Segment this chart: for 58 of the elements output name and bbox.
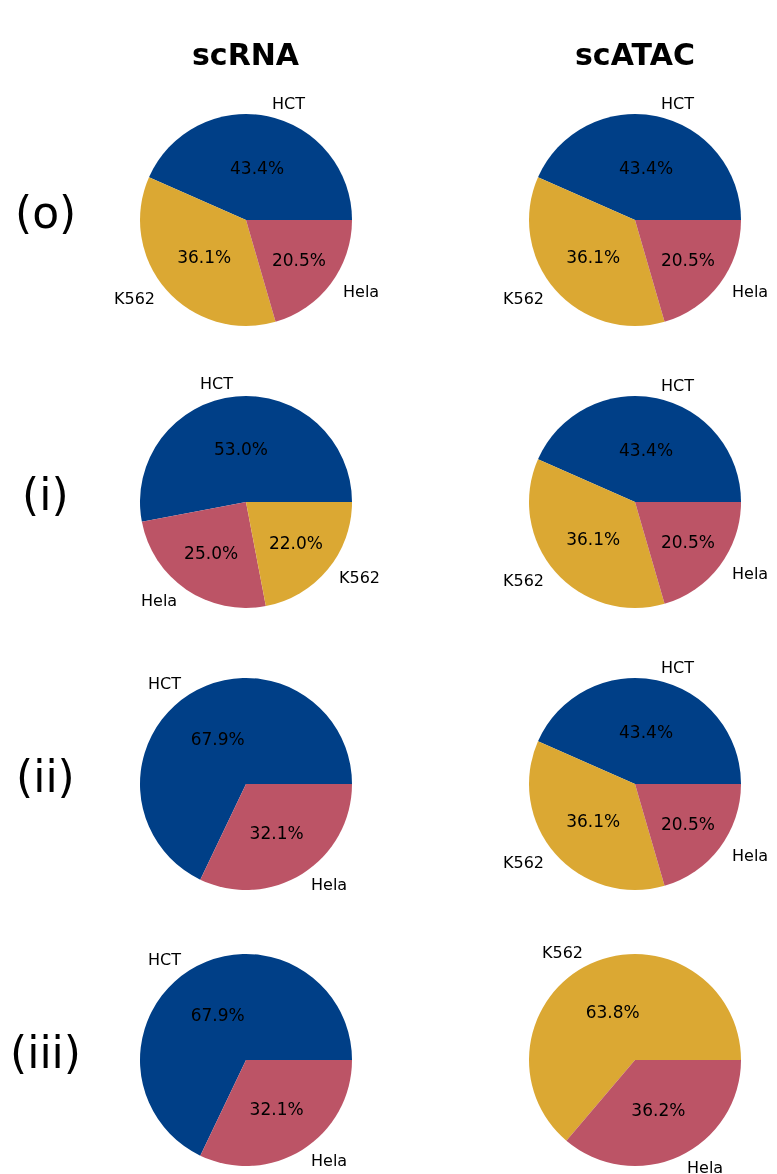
- slice-label: Hela: [141, 591, 178, 610]
- slice-label: Hela: [732, 846, 769, 865]
- data-label: 20.5%: [271, 249, 326, 270]
- pie-slice: [537, 678, 741, 784]
- data-label: 43.4%: [619, 721, 674, 742]
- chart-title: scRNA: [192, 37, 300, 72]
- slice-label: Hela: [687, 1158, 724, 1174]
- slice-label: Hela: [311, 875, 348, 894]
- slice-label: K562: [542, 943, 584, 962]
- text: (i): [22, 469, 69, 520]
- text: (iii): [10, 1027, 82, 1078]
- pie-slice: [140, 954, 352, 1156]
- slice-label: HCT: [148, 950, 182, 969]
- data-label: 36.1%: [566, 810, 621, 831]
- data-label: 25.0%: [184, 543, 239, 564]
- slice-label: HCT: [200, 374, 234, 393]
- slice-label: HCT: [661, 658, 695, 677]
- slice-label: HCT: [661, 376, 695, 395]
- data-label: 32.1%: [249, 822, 304, 843]
- slice-label: K562: [503, 571, 545, 590]
- pie-slice: [141, 502, 266, 608]
- data-label: 36.1%: [566, 246, 621, 267]
- data-label: 67.9%: [190, 1005, 245, 1026]
- text: (o): [15, 187, 77, 238]
- slice-label: Hela: [343, 282, 380, 301]
- chart-title: scATAC: [575, 37, 695, 72]
- pie-slice: [140, 678, 352, 880]
- data-label: 53.0%: [214, 439, 269, 460]
- slice-label: K562: [503, 289, 545, 308]
- data-label: 43.4%: [230, 157, 285, 178]
- pie-slice: [537, 396, 741, 502]
- slice-label: Hela: [732, 564, 769, 583]
- data-label: 43.4%: [619, 157, 674, 178]
- slice-label: HCT: [272, 94, 306, 113]
- pie-slice: [148, 114, 352, 220]
- slice-label: HCT: [148, 674, 182, 693]
- slice-label: K562: [339, 568, 381, 587]
- slice-label: Hela: [732, 282, 769, 301]
- text: (ii): [16, 751, 75, 802]
- data-label: 22.0%: [268, 533, 323, 554]
- data-label: 32.1%: [249, 1098, 304, 1119]
- data-label: 36.1%: [177, 246, 232, 267]
- pie-slice: [200, 784, 352, 890]
- data-label: 43.4%: [619, 439, 674, 460]
- data-label: 36.1%: [566, 528, 621, 549]
- slice-label: K562: [503, 853, 545, 872]
- data-label: 63.8%: [585, 1001, 640, 1022]
- data-label: 67.9%: [190, 729, 245, 750]
- slice-label: HCT: [661, 94, 695, 113]
- slice-label: K562: [114, 289, 156, 308]
- slice-label: Hela: [311, 1151, 348, 1170]
- data-label: 20.5%: [660, 531, 715, 552]
- pie-slice: [200, 1060, 352, 1166]
- pie-slice: [140, 396, 352, 522]
- pie-slice: [537, 114, 741, 220]
- data-label: 36.2%: [631, 1100, 686, 1121]
- data-label: 20.5%: [660, 249, 715, 270]
- data-label: 20.5%: [660, 813, 715, 834]
